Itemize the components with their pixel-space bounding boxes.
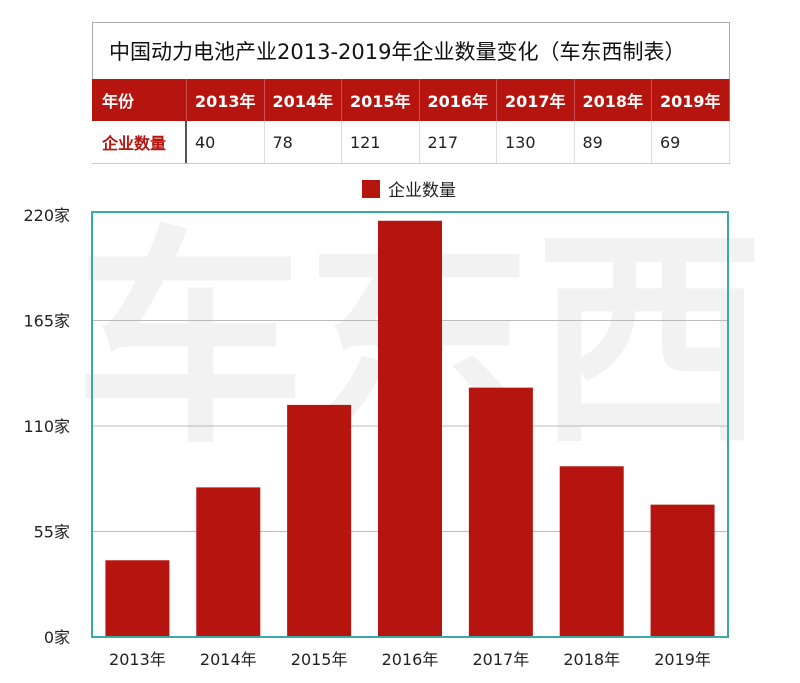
drow-cell: 217 xyxy=(420,121,497,163)
bar xyxy=(650,504,715,637)
hdr-cell: 2015年 xyxy=(342,79,420,121)
hdr-cell: 2018年 xyxy=(575,79,652,121)
drow-cell: 40 xyxy=(187,121,265,163)
drow-cell: 89 xyxy=(575,121,652,163)
hdr-cell: 2013年 xyxy=(187,79,265,121)
x-tick-label: 2014年 xyxy=(200,650,257,669)
drow-cell: 企业数量 xyxy=(92,121,187,163)
bar xyxy=(378,220,442,637)
x-tick-label: 2019年 xyxy=(654,650,711,669)
bar xyxy=(468,387,533,637)
x-tick-label: 2018年 xyxy=(563,650,620,669)
y-tick-label: 55家 xyxy=(34,523,70,542)
legend-swatch xyxy=(362,180,380,198)
plot-frame xyxy=(91,211,729,638)
drow-cell: 78 xyxy=(265,121,342,163)
bar xyxy=(105,560,170,637)
bar xyxy=(559,466,624,637)
data-table: 中国动力电池产业2013-2019年企业数量变化（车东西制表） 年份 2013年 2… xyxy=(92,22,730,164)
hdr-cell: 2014年 xyxy=(265,79,342,121)
legend-label: 企业数量 xyxy=(388,181,456,201)
y-tick-label: 110家 xyxy=(23,417,70,436)
hdr-cell: 2019年 xyxy=(652,79,730,121)
y-tick-label: 0家 xyxy=(44,628,70,647)
hdr-cell: 年份 xyxy=(92,79,187,121)
x-tick-label: 2016年 xyxy=(382,650,439,669)
x-tick-label: 2015年 xyxy=(291,650,348,669)
bar xyxy=(196,487,261,637)
bar xyxy=(287,404,352,637)
drow-cell: 69 xyxy=(652,121,730,163)
data-row: 企业数量 40 78 121 217 130 89 69 xyxy=(92,121,730,164)
y-tick-label: 165家 xyxy=(23,312,70,331)
x-tick-label: 2013年 xyxy=(109,650,166,669)
drow-cell: 121 xyxy=(342,121,420,163)
table-title: 中国动力电池产业2013-2019年企业数量变化（车东西制表） xyxy=(92,22,730,79)
header-row: 年份 2013年 2014年 2015年 2016年 2017年 2018年 2019年 xyxy=(92,79,730,121)
drow-cell: 130 xyxy=(497,121,575,163)
x-tick-label: 2017年 xyxy=(472,650,529,669)
hdr-cell: 2017年 xyxy=(497,79,575,121)
y-tick-label: 220家 xyxy=(23,206,70,225)
hdr-cell: 2016年 xyxy=(420,79,497,121)
